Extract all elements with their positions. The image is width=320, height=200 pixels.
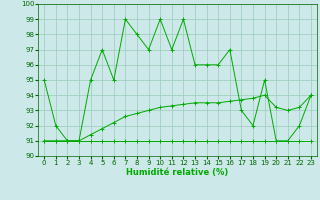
X-axis label: Humidité relative (%): Humidité relative (%): [126, 168, 229, 177]
